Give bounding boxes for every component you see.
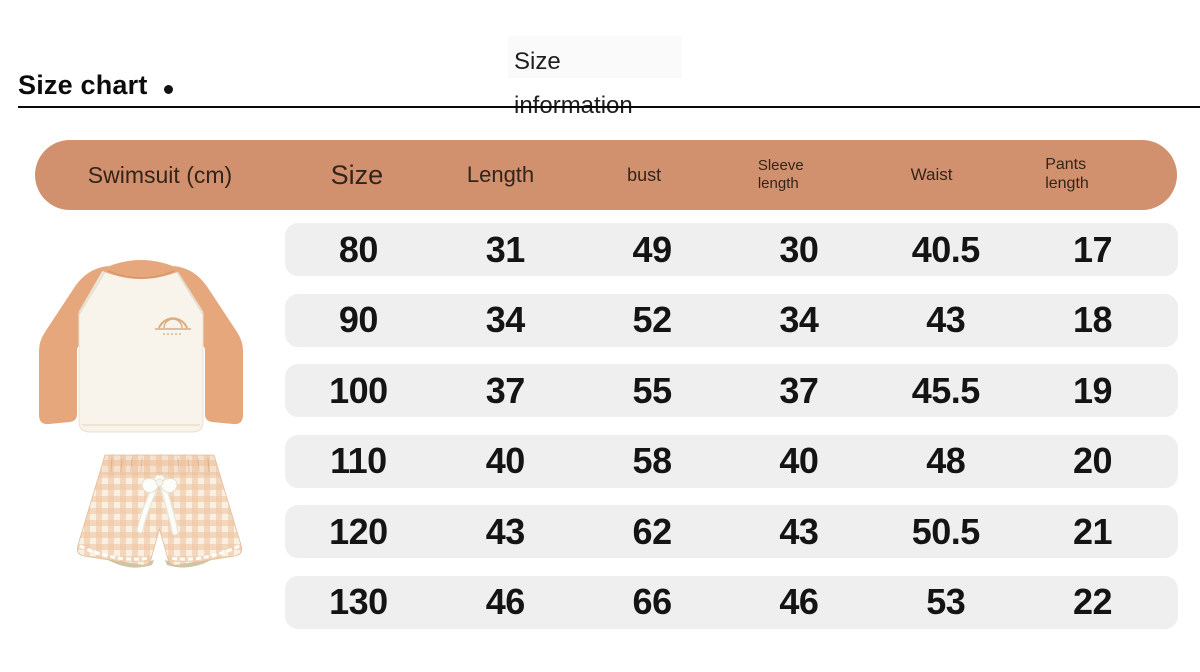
- cell: 62: [632, 510, 673, 552]
- cell: 110: [330, 440, 387, 482]
- cell: 46: [779, 581, 819, 623]
- cell: 53: [926, 581, 966, 623]
- cell: 46: [485, 581, 526, 623]
- column-header-length: Length: [466, 162, 535, 187]
- table-row-size-100: 100 37 55 37 45.5 19: [285, 364, 1178, 418]
- cell: 43: [926, 299, 966, 341]
- subtitle-line2: information: [514, 92, 633, 119]
- cell: 40: [779, 440, 819, 482]
- cell: 90: [338, 299, 379, 341]
- cell: 30: [779, 228, 819, 270]
- cell: 80: [338, 228, 379, 270]
- table-row-size-120: 120 43 62 43 50.5 21: [285, 505, 1178, 559]
- cell: 66: [632, 581, 673, 623]
- cell: 37: [485, 369, 526, 411]
- table-body: 80 31 49 30 40.5 17 90 34 52 34 43 18 10…: [285, 223, 1178, 647]
- cell: 19: [1073, 369, 1113, 411]
- cell: 49: [632, 228, 673, 270]
- cell: 22: [1073, 581, 1113, 623]
- cell: 34: [485, 299, 526, 341]
- cell: 18: [1073, 299, 1113, 341]
- cell: 34: [779, 299, 819, 341]
- column-header-sleeve-length: Sleeve length: [757, 157, 804, 192]
- subtitle-line1: Size: [514, 48, 561, 75]
- cell: 20: [1073, 440, 1113, 482]
- cell: 130: [329, 581, 388, 623]
- cell: 100: [329, 369, 388, 411]
- cell: 17: [1073, 228, 1113, 270]
- swim-shorts-image: [76, 454, 243, 568]
- divider-line: [18, 106, 1200, 108]
- column-header-waist: Waist: [910, 165, 953, 184]
- cell: 43: [485, 510, 526, 552]
- cell: 40.5: [911, 228, 981, 270]
- subtitle: Size information: [514, 40, 664, 128]
- table-row-size-110: 110 40 58 40 48 20: [285, 434, 1178, 488]
- table-row-size-80: 80 31 49 30 40.5 17: [285, 223, 1178, 276]
- cell: 50.5: [911, 510, 981, 552]
- swim-top-image: [39, 260, 243, 433]
- cell: 40: [485, 440, 526, 482]
- cell: 48: [926, 440, 966, 482]
- cell: 31: [485, 228, 526, 270]
- cell: 120: [329, 510, 388, 552]
- cell: 52: [632, 299, 673, 341]
- column-header-product: Swimsuit (cm): [87, 161, 233, 188]
- page-title: Size chart: [18, 70, 148, 100]
- column-header-bust: bust: [627, 164, 662, 185]
- column-header-size: Size: [330, 159, 384, 190]
- table-row-size-130: 130 46 66 46 53 22: [285, 575, 1178, 629]
- cell: 37: [779, 369, 819, 411]
- cell: 21: [1073, 510, 1113, 552]
- table-header: Swimsuit (cm) Size Length bust Sleeve le…: [35, 140, 1177, 210]
- cell: 55: [632, 369, 673, 411]
- subtitle-highlight-box: [508, 36, 682, 78]
- table-row-size-90: 90 34 52 34 43 18: [285, 293, 1178, 347]
- cell: 58: [632, 440, 673, 482]
- cell: 45.5: [911, 369, 981, 411]
- column-header-pants-length: Pants length: [1045, 156, 1089, 192]
- title-bullet-icon: [164, 85, 173, 94]
- cell: 43: [779, 510, 819, 552]
